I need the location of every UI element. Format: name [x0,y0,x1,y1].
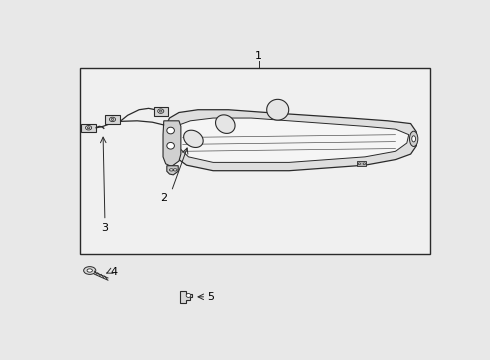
Polygon shape [216,115,235,134]
Ellipse shape [412,136,416,142]
Ellipse shape [86,126,92,130]
Ellipse shape [158,109,164,113]
Polygon shape [267,99,289,120]
Bar [105,115,120,124]
Ellipse shape [87,269,93,272]
Ellipse shape [410,131,418,147]
Ellipse shape [87,127,90,129]
Ellipse shape [84,267,96,274]
Ellipse shape [159,110,162,112]
Polygon shape [180,291,192,303]
Bar [153,107,168,116]
Polygon shape [166,110,416,171]
Bar [357,161,366,166]
Ellipse shape [358,163,361,165]
Text: 3: 3 [101,222,108,233]
Ellipse shape [111,118,114,120]
Text: 1: 1 [255,51,262,61]
Polygon shape [184,130,203,148]
Bar [81,123,96,132]
Text: 5: 5 [207,292,215,302]
Ellipse shape [167,143,174,149]
Polygon shape [175,118,409,162]
Ellipse shape [167,127,174,134]
Ellipse shape [363,163,366,165]
Polygon shape [163,121,181,167]
Bar [80,68,430,254]
Text: 2: 2 [160,193,168,203]
Ellipse shape [109,117,116,122]
Ellipse shape [186,293,191,297]
Text: 4: 4 [111,267,118,277]
Polygon shape [167,166,178,175]
Ellipse shape [170,169,173,171]
Ellipse shape [173,169,177,171]
